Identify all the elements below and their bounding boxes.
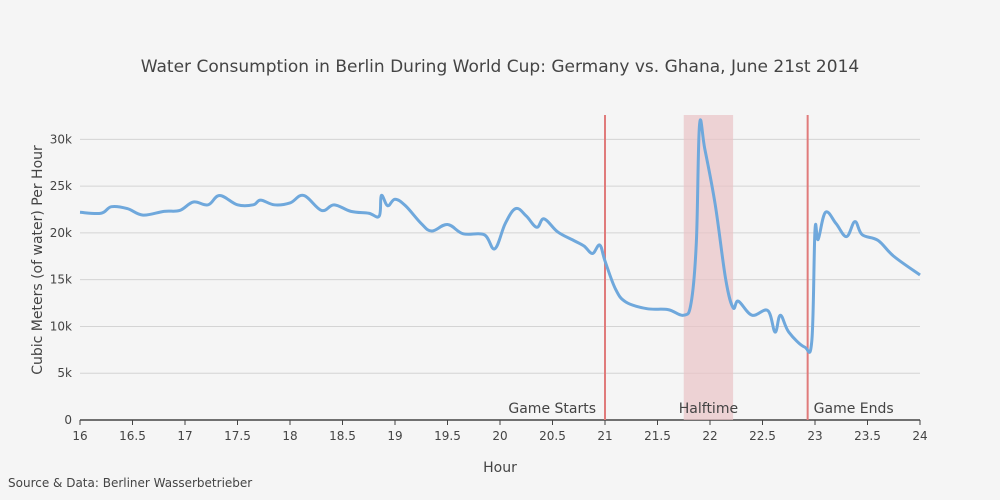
y-tick-label: 15k — [50, 273, 72, 287]
x-tick-label: 22.5 — [749, 429, 776, 443]
x-tick-label: 21 — [597, 429, 612, 443]
x-tick-label: 17.5 — [224, 429, 251, 443]
x-tick-label: 17 — [177, 429, 192, 443]
x-tick-label: 19.5 — [434, 429, 461, 443]
x-tick-label: 22 — [702, 429, 717, 443]
x-axis-title: Hour — [483, 460, 517, 476]
y-tick-label: 30k — [50, 132, 72, 146]
x-tick-label: 18 — [282, 429, 297, 443]
x-tick-label: 21.5 — [644, 429, 671, 443]
event-label: Game Ends — [814, 401, 894, 417]
x-tick-label: 20 — [492, 429, 507, 443]
y-axis-title: Cubic Meters (of water) Per Hour — [30, 145, 46, 375]
x-tick-label: 18.5 — [329, 429, 356, 443]
y-tick-label: 5k — [57, 366, 72, 380]
chart-title: Water Consumption in Berlin During World… — [141, 57, 859, 77]
y-tick-label: 0 — [64, 413, 72, 427]
y-tick-label: 10k — [50, 319, 72, 333]
x-tick-label: 16.5 — [119, 429, 146, 443]
x-tick-label: 19 — [387, 429, 402, 443]
event-label: Game Starts — [508, 401, 596, 417]
source-note: Source & Data: Berliner Wasserbetrieber — [8, 476, 252, 490]
x-tick-label: 23 — [807, 429, 822, 443]
y-tick-label: 25k — [50, 179, 72, 193]
event-label: Halftime — [679, 401, 738, 417]
x-tick-label: 23.5 — [854, 429, 881, 443]
x-tick-label: 24 — [912, 429, 927, 443]
data-line — [79, 118, 921, 354]
x-tick-label: 20.5 — [539, 429, 566, 443]
y-tick-label: 20k — [50, 226, 72, 240]
x-tick-label: 16 — [72, 429, 87, 443]
